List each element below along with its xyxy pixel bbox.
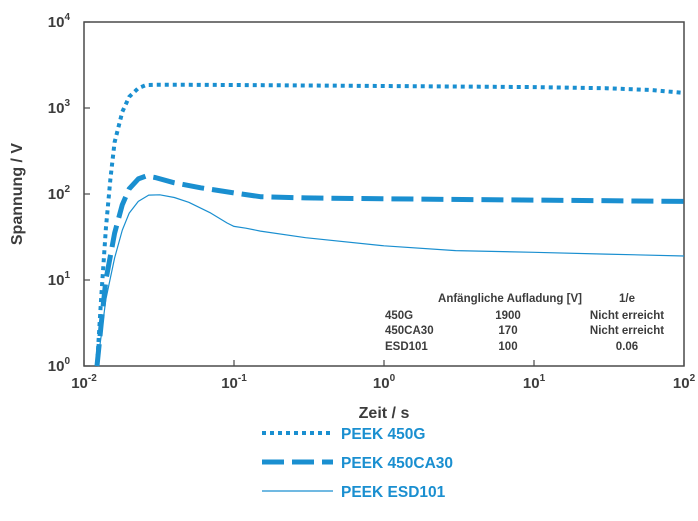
x-tick-label-4: 102: [673, 373, 696, 392]
table-row-3-charge: 100: [498, 341, 517, 353]
x-tick-label-2: 100: [373, 373, 396, 392]
y-tick-label-4: 104: [48, 12, 71, 31]
series-line-peek-450ca30: [94, 173, 685, 367]
table-header-charge: Anfängliche Aufladung [V]: [438, 293, 582, 305]
x-tick-label-1: 10-1: [221, 373, 247, 392]
table-row-2-1e: Nicht erreicht: [590, 325, 664, 337]
y-tick-label-3: 103: [48, 98, 71, 117]
table-row-1-1e: Nicht erreicht: [590, 310, 664, 322]
x-axis-title: Zeit / s: [359, 405, 410, 422]
series-line-peek-450g: [95, 82, 685, 367]
x-axis-ticks: 10-2 10-1 100 101 102: [71, 360, 696, 392]
table-row-2-charge: 170: [498, 325, 517, 337]
x-tick-label-3: 101: [523, 373, 546, 392]
x-tick-label-0: 10-2: [71, 373, 97, 392]
series-line-peek-esd101: [96, 194, 685, 367]
y-tick-label-0: 100: [48, 356, 71, 375]
y-tick-label-1: 101: [48, 270, 71, 289]
table-row-3-name: ESD101: [385, 341, 428, 353]
y-axis-ticks: 100 101 102 103 104: [48, 12, 90, 375]
table-header-1e: 1/e: [619, 293, 635, 305]
table-row-1-charge: 1900: [495, 310, 521, 322]
legend-label-450ca30: PEEK 450CA30: [341, 455, 453, 472]
table-row-1-name: 450G: [385, 310, 413, 322]
legend-label-450g: PEEK 450G: [341, 426, 425, 443]
legend-label-esd101: PEEK ESD101: [341, 484, 446, 501]
table-row-2-name: 450CA30: [385, 325, 434, 337]
y-axis-title: Spannung / V: [9, 143, 26, 246]
info-table: Anfängliche Aufladung [V] 1/e 450G 1900 …: [385, 293, 664, 353]
y-tick-label-2: 102: [48, 184, 71, 203]
legend: PEEK 450G PEEK 450CA30 PEEK ESD101: [262, 426, 453, 501]
data-series: [94, 82, 685, 367]
table-row-3-1e: 0.06: [616, 341, 638, 353]
